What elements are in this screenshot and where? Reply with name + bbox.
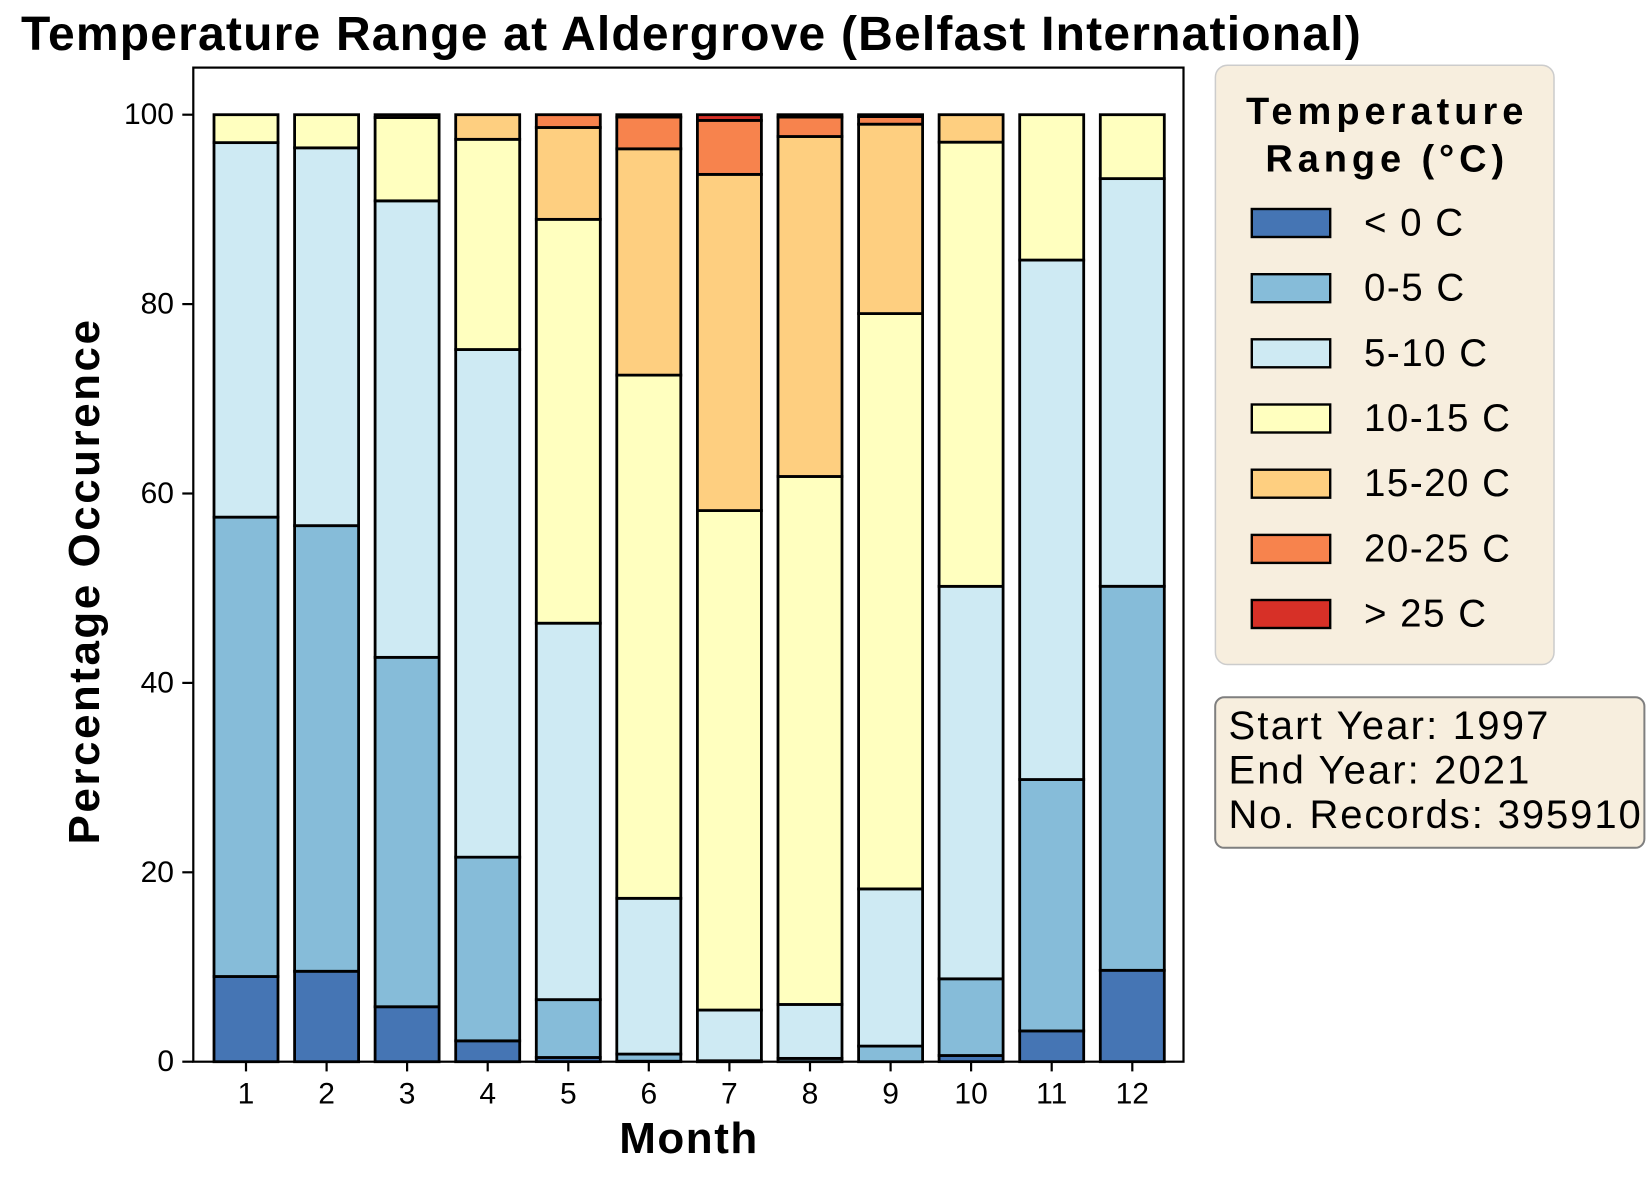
svg-text:2: 2 (318, 1078, 335, 1111)
svg-text:5-10 C: 5-10 C (1364, 332, 1489, 375)
svg-text:1: 1 (238, 1078, 255, 1111)
svg-text:11: 11 (1036, 1078, 1067, 1111)
svg-text:0-5 C: 0-5 C (1364, 267, 1466, 310)
svg-text:6: 6 (640, 1078, 657, 1111)
svg-text:12: 12 (1116, 1078, 1149, 1111)
svg-text:5: 5 (560, 1078, 577, 1111)
svg-text:Start Year: 1997: Start Year: 1997 (1229, 704, 1551, 748)
svg-text:> 25 C: > 25 C (1364, 593, 1488, 636)
svg-text:20-25 C: 20-25 C (1364, 527, 1511, 570)
svg-text:Percentage Occurence: Percentage Occurence (60, 318, 109, 845)
svg-text:100: 100 (124, 98, 174, 131)
svg-text:10: 10 (954, 1078, 987, 1111)
svg-text:3: 3 (399, 1078, 416, 1111)
svg-text:End Year: 2021: End Year: 2021 (1229, 749, 1532, 793)
svg-text:7: 7 (721, 1078, 738, 1111)
svg-text:0: 0 (157, 1045, 174, 1078)
svg-text:No. Records: 395910: No. Records: 395910 (1229, 793, 1643, 837)
svg-text:9: 9 (882, 1078, 899, 1111)
svg-text:60: 60 (141, 477, 174, 510)
svg-text:10-15 C: 10-15 C (1364, 397, 1511, 440)
svg-text:Range (°C): Range (°C) (1265, 139, 1509, 181)
svg-text:80: 80 (141, 288, 174, 321)
svg-text:Temperature Range at Aldergrov: Temperature Range at Aldergrove (Belfast… (21, 8, 1362, 61)
svg-text:< 0 C: < 0 C (1364, 202, 1465, 245)
svg-text:40: 40 (141, 666, 174, 699)
svg-text:8: 8 (802, 1078, 819, 1111)
svg-text:4: 4 (479, 1078, 496, 1111)
svg-text:20: 20 (141, 856, 174, 889)
svg-text:Month: Month (619, 1114, 758, 1163)
svg-text:15-20 C: 15-20 C (1364, 462, 1511, 505)
svg-text:Temperature: Temperature (1246, 91, 1528, 133)
